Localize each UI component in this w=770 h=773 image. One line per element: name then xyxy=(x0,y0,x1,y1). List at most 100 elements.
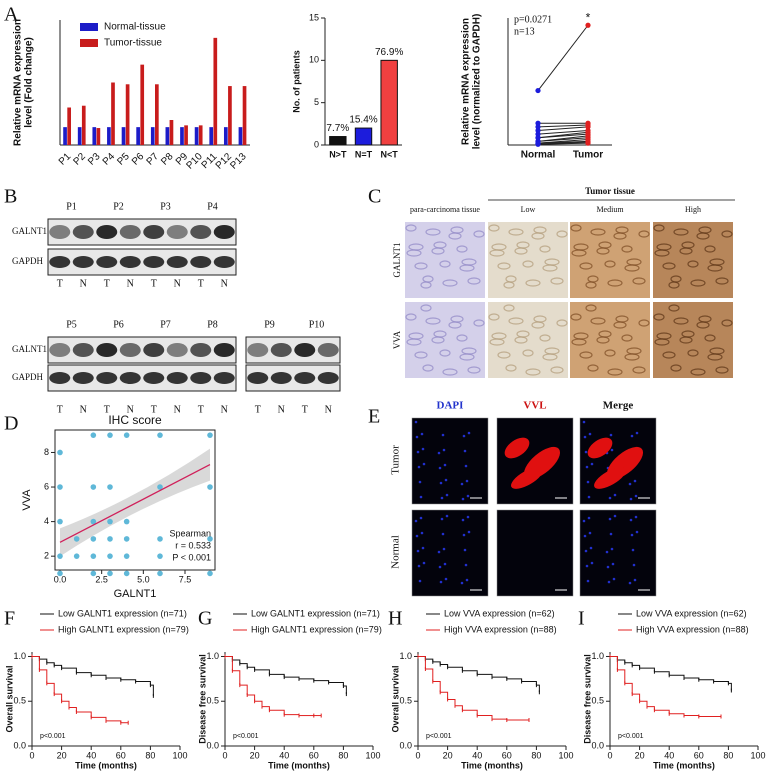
y-axis-label: level (normalized to GAPDH) xyxy=(472,14,483,150)
bar xyxy=(238,127,243,145)
tissue-texture xyxy=(662,351,676,359)
nucleus xyxy=(585,465,589,469)
bar xyxy=(92,127,97,145)
blot-band xyxy=(119,372,141,384)
x-tick-label: 100 xyxy=(750,750,765,760)
tissue-texture xyxy=(488,313,500,321)
point xyxy=(207,432,213,438)
nucleus xyxy=(587,495,591,499)
x-tick-label: 2.5 xyxy=(95,574,108,584)
tissue-texture xyxy=(431,247,445,255)
sample-label: P5 xyxy=(66,319,77,330)
nucleus xyxy=(443,463,447,467)
nucleus xyxy=(629,497,633,501)
legend-label: Low VVA expression (n=62) xyxy=(444,608,555,618)
km-step xyxy=(425,668,434,682)
sample-label: P8 xyxy=(207,319,218,330)
lane-label: N xyxy=(80,278,87,289)
tissue-texture xyxy=(621,334,633,342)
lane-label: N xyxy=(278,404,285,415)
x-axis-label: Time (months) xyxy=(653,760,715,770)
nucleus xyxy=(464,464,468,468)
tissue-texture xyxy=(604,349,616,357)
point xyxy=(107,518,113,525)
blot-band xyxy=(247,372,269,384)
blot-band xyxy=(190,225,212,239)
nucleus xyxy=(612,577,616,581)
tissue-texture xyxy=(508,317,524,325)
tissue-texture xyxy=(505,364,517,372)
if-image xyxy=(579,509,657,597)
y-axis-label: Disease free survival xyxy=(582,654,592,744)
km-step xyxy=(343,685,347,695)
km-step xyxy=(328,681,344,687)
tissue-texture xyxy=(542,264,558,272)
panel-letter: D xyxy=(4,413,18,435)
blot-band xyxy=(96,225,118,239)
km-step xyxy=(440,691,449,700)
nucleus xyxy=(606,565,610,569)
tissue-texture xyxy=(632,366,646,374)
point xyxy=(107,553,113,559)
tissue-texture xyxy=(707,353,723,361)
tissue-texture xyxy=(503,304,515,312)
tissue-texture xyxy=(550,366,564,374)
blot-band xyxy=(190,256,212,268)
tissue-texture xyxy=(514,247,528,255)
tissue-texture xyxy=(531,232,545,240)
tissue-texture xyxy=(585,304,597,312)
nucleus xyxy=(414,420,418,424)
km-step xyxy=(492,676,508,679)
y-tick-label: 10 xyxy=(309,55,319,65)
nucleus xyxy=(419,516,423,520)
km-step xyxy=(120,679,137,682)
x-axis-label: Time (months) xyxy=(268,760,330,770)
tissue-texture xyxy=(607,279,623,287)
nucleus xyxy=(631,548,635,552)
km-step xyxy=(61,667,77,673)
tissue-texture xyxy=(550,277,564,285)
lane-label: N xyxy=(174,404,181,415)
sample-label: P2 xyxy=(113,201,124,212)
nucleus xyxy=(417,564,421,568)
nucleus xyxy=(608,517,612,521)
nucleus xyxy=(634,515,638,519)
panel-letter: G xyxy=(198,608,212,630)
sample-label: P1 xyxy=(66,201,77,212)
km-step xyxy=(669,674,685,678)
tissue-texture xyxy=(704,334,716,342)
tissue-texture xyxy=(497,262,511,270)
pair-line xyxy=(537,140,589,144)
vvl-signal xyxy=(511,467,543,489)
sample-label: P3 xyxy=(160,201,171,212)
km-step xyxy=(684,677,700,680)
tissue-texture xyxy=(448,321,462,329)
x-axis-label: GALNT1 xyxy=(114,588,157,600)
x-tick-label: 0 xyxy=(415,750,420,760)
tissue-texture xyxy=(571,338,587,346)
km-step xyxy=(91,716,107,721)
nucleus xyxy=(437,451,441,455)
bar xyxy=(136,127,140,145)
point xyxy=(107,536,113,542)
blot-band xyxy=(96,372,118,384)
tissue-texture xyxy=(525,279,541,287)
tissue-texture xyxy=(721,230,733,238)
ihc-header: Tumor tissue xyxy=(585,186,635,196)
y-tick-label: 1.0 xyxy=(399,651,412,661)
nucleus xyxy=(467,530,471,534)
tissue-texture xyxy=(473,319,485,327)
nucleus xyxy=(415,534,419,538)
point xyxy=(107,570,113,577)
tissue-texture xyxy=(590,228,606,236)
bar xyxy=(125,84,130,145)
nucleus xyxy=(633,578,637,582)
ihc-row-label: GALNT1 xyxy=(392,243,402,278)
point xyxy=(535,124,541,130)
nucleus xyxy=(610,547,614,551)
x-tick-label: 60 xyxy=(116,750,126,760)
point xyxy=(585,124,591,130)
tissue-texture xyxy=(489,249,505,257)
km-step xyxy=(521,681,537,686)
y-tick-label: 0.5 xyxy=(206,696,219,706)
